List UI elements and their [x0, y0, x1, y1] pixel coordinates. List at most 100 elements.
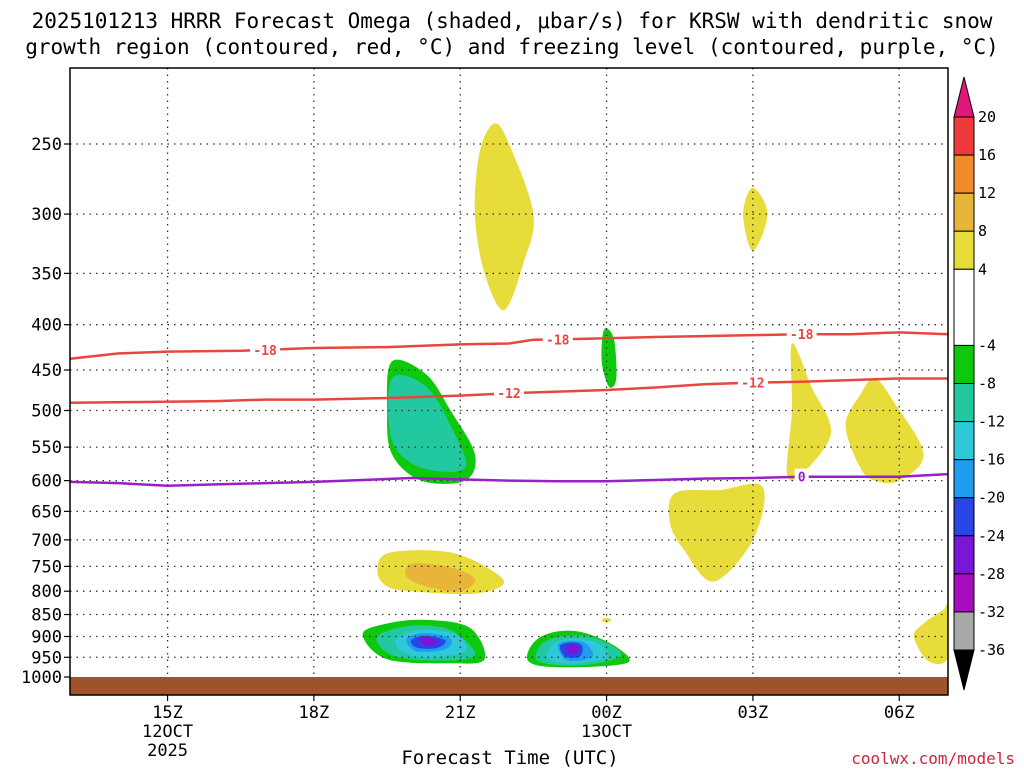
colorbar-label--24: -24: [978, 527, 1005, 545]
y-tick-label-350: 350: [31, 264, 62, 284]
chart-title-line1: 2025101213 HRRR Forecast Omega (shaded, …: [32, 9, 993, 33]
colorbar-label-12: 12: [978, 184, 996, 202]
omega-region-1: [743, 187, 768, 251]
colorbar-bottom-arrow: [953, 649, 975, 691]
y-axis-ticks: 2503003504004505005506006507007508008509…: [21, 135, 70, 688]
colorbar-label--8: -8: [978, 375, 996, 393]
x-tick-label-18Z: 18Z: [299, 703, 330, 723]
plot-area: -18 -18 -18 -12 -12 0: [69, 67, 949, 696]
colorbar-band-12-16: [953, 154, 975, 194]
y-tick-label-900: 900: [31, 627, 62, 647]
colorbar-band--16--12: [953, 421, 975, 461]
contour-label-0: 0: [798, 471, 806, 486]
contour--18: [70, 331, 948, 360]
y-tick-label-450: 450: [31, 361, 62, 381]
colorbar-band--4-4: [953, 268, 975, 346]
colorbar-band--8--4: [953, 344, 975, 384]
colorbar-top-arrow: [953, 76, 975, 118]
contour--12: [70, 377, 948, 404]
omega-region-12: [387, 374, 467, 472]
omega-region-25: [418, 636, 439, 646]
y-tick-label-650: 650: [31, 502, 62, 522]
x-tick-date-15Z: 12OCT: [142, 722, 193, 742]
contour-label--12: -12: [741, 377, 764, 392]
omega-region-32: [565, 644, 580, 656]
y-tick-label-950: 950: [31, 648, 62, 668]
omega-region-4: [668, 483, 765, 582]
omega-region-7: [913, 602, 948, 665]
colorbar-band--24--20: [953, 497, 975, 537]
y-tick-label-300: 300: [31, 205, 62, 225]
colorbar-label-4: 4: [978, 260, 987, 278]
colorbar-label-20: 20: [978, 108, 996, 126]
x-tick-label-06Z: 06Z: [884, 703, 915, 723]
colorbar-label--28: -28: [978, 565, 1005, 583]
colorbar-label-16: 16: [978, 146, 996, 164]
y-tick-label-600: 600: [31, 472, 62, 492]
contour-label-bg-0: [794, 468, 809, 485]
colorbar: 20 16 12 8 4 -4 -8 -12 -16 -20 -24 -28 -32 -36: [953, 76, 1005, 691]
y-tick-label-700: 700: [31, 531, 62, 551]
omega-region-15: [921, 279, 948, 486]
x-tick-label-03Z: 03Z: [738, 703, 769, 723]
colorbar-band--20--16: [953, 459, 975, 499]
y-tick-label-500: 500: [31, 402, 62, 422]
colorbar-band-8-12: [953, 192, 975, 232]
colorbar-label--16: -16: [978, 451, 1005, 469]
omega-region-8: [601, 617, 612, 623]
contour-label--18: -18: [253, 344, 277, 359]
colorbar-label--4: -4: [978, 336, 996, 354]
colorbar-band-4-8: [953, 230, 975, 270]
omega-region-0: [474, 123, 534, 311]
y-tick-label-750: 750: [31, 557, 62, 577]
omega-region-6: [405, 563, 476, 592]
y-tick-label-550: 550: [31, 438, 62, 458]
y-tick-label-1000: 1000: [21, 668, 62, 688]
contour-label-bg--18: [542, 331, 573, 348]
omega-region-18: [791, 626, 817, 647]
contour-label--18: -18: [546, 333, 570, 348]
colorbar-band-16-20: [953, 116, 975, 156]
plot-frame: [69, 67, 949, 696]
chart-title-line2: growth region (contoured, red, °C) and f…: [25, 35, 999, 59]
contour-label-bg--18: [250, 341, 281, 358]
temperature-contours: -18 -18 -18 -12 -12 0: [70, 326, 948, 487]
omega-region-14: [601, 328, 617, 388]
x-tick-year-15Z: 2025: [147, 741, 188, 761]
omega-region-2: [786, 343, 832, 481]
contour-label--12: -12: [497, 387, 520, 402]
colorbar-band--28--24: [953, 535, 975, 575]
y-tick-label-800: 800: [31, 582, 62, 602]
y-tick-label-400: 400: [31, 316, 62, 336]
colorbar-band--12--8: [953, 383, 975, 423]
contour-label-bg--12: [737, 374, 768, 391]
colorbar-label--32: -32: [978, 603, 1005, 621]
below-ground-fill: [70, 677, 948, 695]
colorbar-label--36: -36: [978, 641, 1005, 659]
colorbar-band--36--32: [953, 611, 975, 651]
y-tick-label-250: 250: [31, 135, 62, 155]
contour-label--18: -18: [790, 328, 814, 343]
y-tick-label-850: 850: [31, 606, 62, 626]
x-tick-date-00Z: 13OCT: [581, 722, 632, 742]
source-credit[interactable]: coolwx.com/models: [851, 749, 1015, 768]
x-axis-label: Forecast Time (UTC): [401, 747, 618, 768]
x-tick-label-21Z: 21Z: [445, 703, 476, 723]
colorbar-band--32--28: [953, 573, 975, 613]
x-tick-label-15Z: 15Z: [152, 703, 183, 723]
colorbar-label-8: 8: [978, 222, 987, 240]
omega-region-9: [104, 436, 134, 540]
colorbar-label--20: -20: [978, 489, 1005, 507]
grid-lines: [70, 68, 948, 677]
contour-label-bg--18: [786, 326, 817, 343]
omega-fills: [104, 123, 948, 672]
colorbar-label--12: -12: [978, 413, 1005, 431]
contour-label-bg--12: [494, 385, 524, 402]
omega-region-3: [845, 378, 924, 484]
omega-region-16: [789, 545, 812, 592]
x-tick-label-00Z: 00Z: [591, 703, 622, 723]
